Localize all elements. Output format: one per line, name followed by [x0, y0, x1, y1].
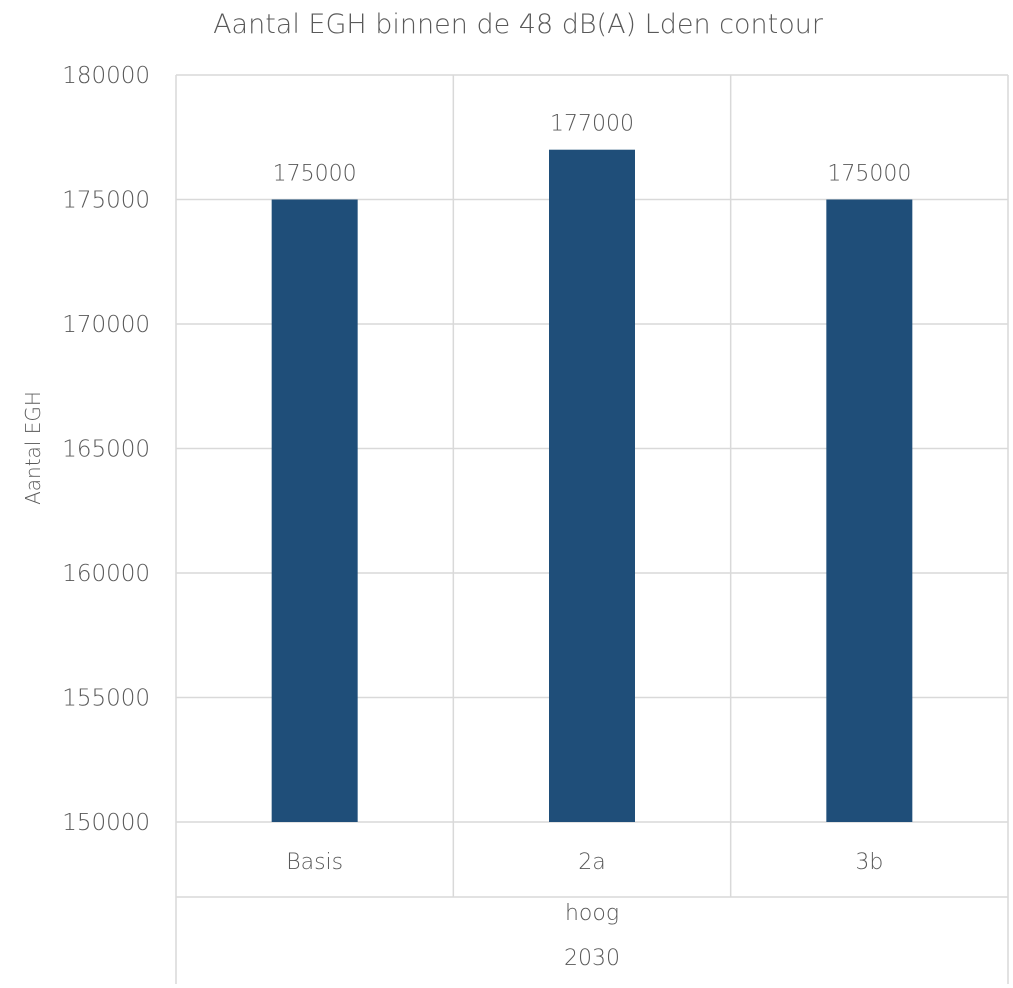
- category-label-1: 2a: [578, 850, 605, 875]
- category-label-2: 3b: [855, 850, 883, 875]
- category-label-0: Basis: [286, 850, 343, 875]
- chart-title: Aantal EGH binnen de 48 dB(A) Lden conto…: [213, 9, 824, 40]
- y-tick-label-1: 155000: [62, 686, 150, 712]
- y-tick-label-5: 175000: [62, 188, 150, 214]
- y-tick-label-0: 150000: [62, 810, 150, 836]
- bars: [271, 149, 913, 822]
- group-label-level1: hoog: [565, 901, 619, 926]
- bar-2a: [549, 149, 635, 822]
- data-label-2: 175000: [827, 162, 911, 187]
- x-axis-categories: Basis 2a 3b hoog 2030: [286, 850, 883, 971]
- group-label-level2: 2030: [564, 946, 620, 971]
- bar-basis: [271, 199, 358, 822]
- y-axis-ticks: 150000 155000 160000 165000 170000 175000 1800…: [62, 63, 150, 836]
- y-tick-label-3: 165000: [62, 437, 150, 463]
- data-label-1: 177000: [550, 112, 634, 137]
- data-labels: 175000 177000 175000: [273, 112, 912, 187]
- y-tick-label-6: 180000: [62, 63, 150, 89]
- y-tick-label-2: 160000: [62, 561, 150, 587]
- y-tick-label-4: 170000: [62, 312, 150, 338]
- data-label-0: 175000: [273, 162, 357, 187]
- bar-3b: [826, 199, 913, 822]
- y-axis-title: Aantal EGH: [21, 391, 45, 505]
